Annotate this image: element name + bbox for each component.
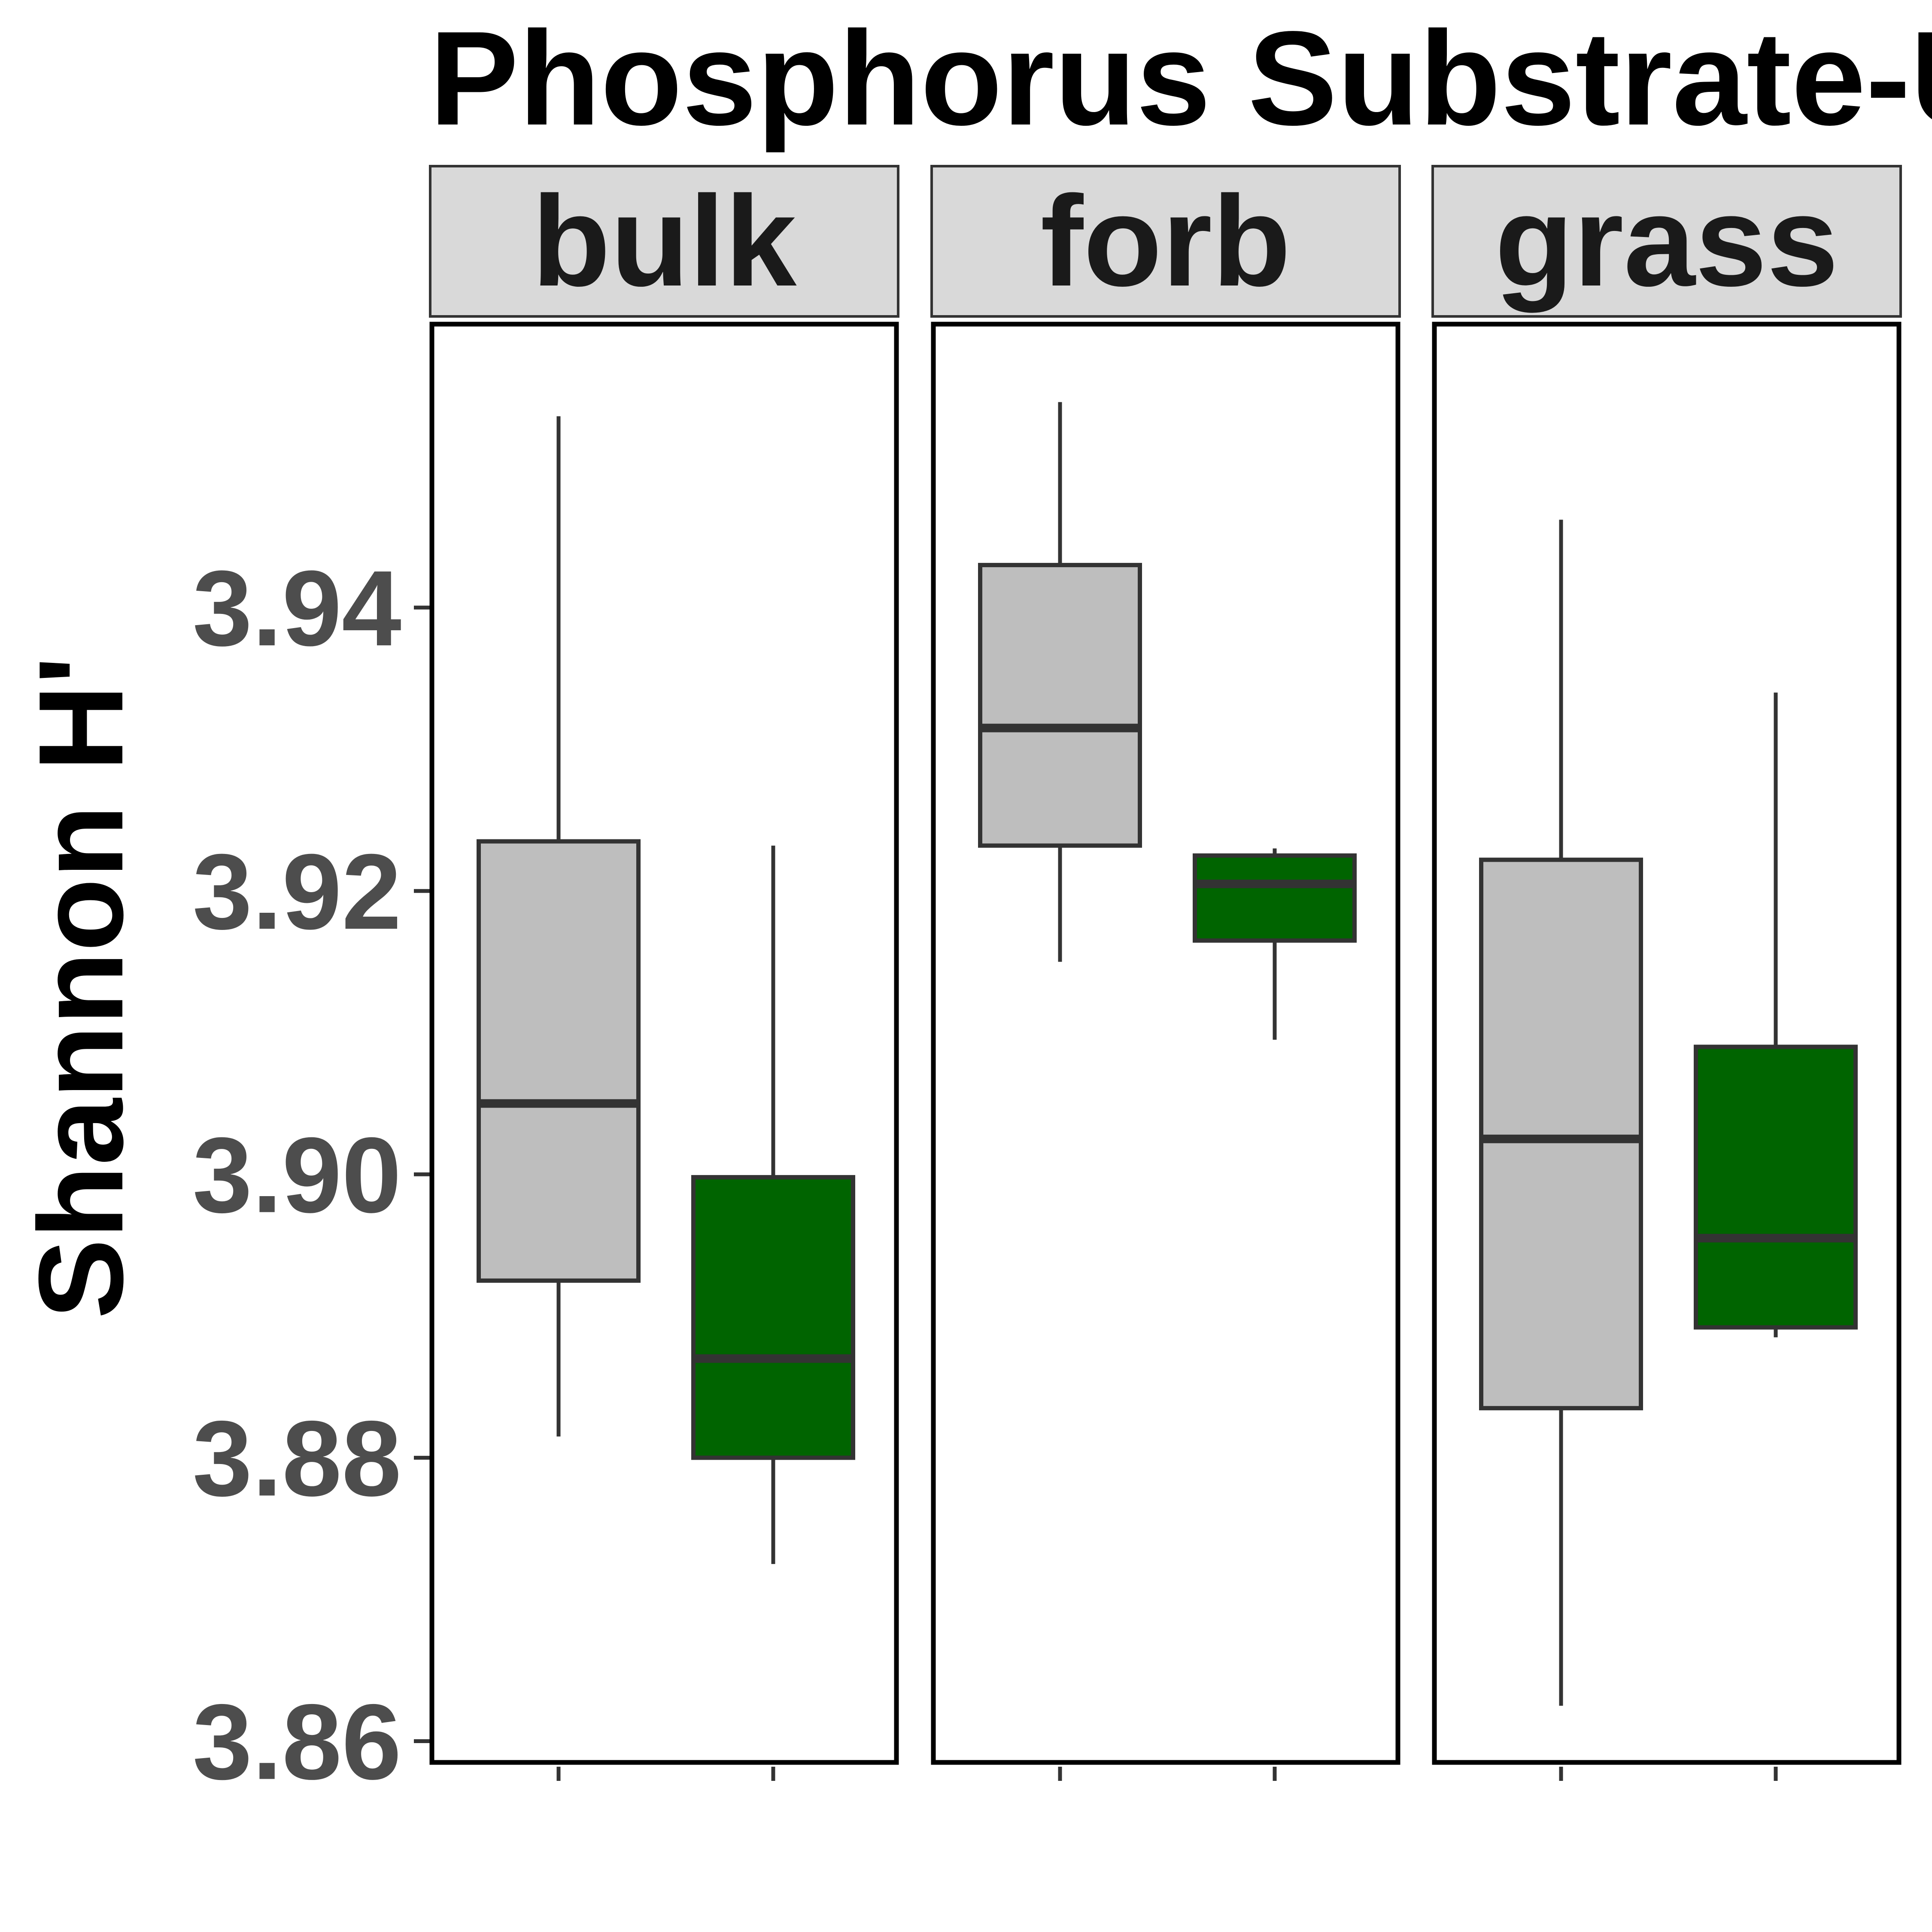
- facet-strip-label: grass: [1495, 169, 1839, 314]
- facet-strip: [1431, 165, 1902, 318]
- box-plot: [978, 402, 1142, 962]
- facet-strip-label: bulk: [532, 169, 798, 313]
- box-plot: [1479, 519, 1643, 1706]
- box-iqr: [477, 839, 641, 1283]
- y-axis: 3.86 3.88 3.90 3.92 3.94: [192, 548, 431, 1801]
- facet-strip: [930, 165, 1401, 318]
- facet-panel-bulk: bulk: [429, 165, 899, 1781]
- box-iqr: [1694, 1045, 1858, 1330]
- box-iqr: [1193, 853, 1357, 943]
- facet-panels: bulk forb grass: [429, 165, 1902, 1781]
- facet-panel-forb: forb: [930, 165, 1401, 1781]
- y-tick-label: 3.94: [192, 548, 401, 668]
- box-plot: [477, 416, 641, 1437]
- y-tick-label: 3.90: [192, 1115, 401, 1235]
- panel-border: [931, 322, 1400, 1765]
- box-iqr: [691, 1175, 855, 1460]
- chart-title: Phosphorus Substrate-U: [429, 4, 1932, 154]
- y-tick-label: 3.86: [192, 1682, 401, 1801]
- box-plot: [1193, 848, 1357, 1040]
- y-tick-label: 3.88: [192, 1398, 401, 1518]
- box-iqr: [1479, 857, 1643, 1410]
- y-axis-label: Shannon H': [14, 656, 148, 1319]
- y-tick-label: 3.92: [192, 832, 401, 951]
- box-iqr: [978, 563, 1142, 848]
- box-plot: [691, 845, 855, 1564]
- facet-panel-grass: grass: [1431, 165, 1902, 1781]
- facet-strip-label: forb: [1040, 169, 1291, 313]
- facet-strip: [429, 165, 899, 318]
- box-plot: [1694, 693, 1858, 1337]
